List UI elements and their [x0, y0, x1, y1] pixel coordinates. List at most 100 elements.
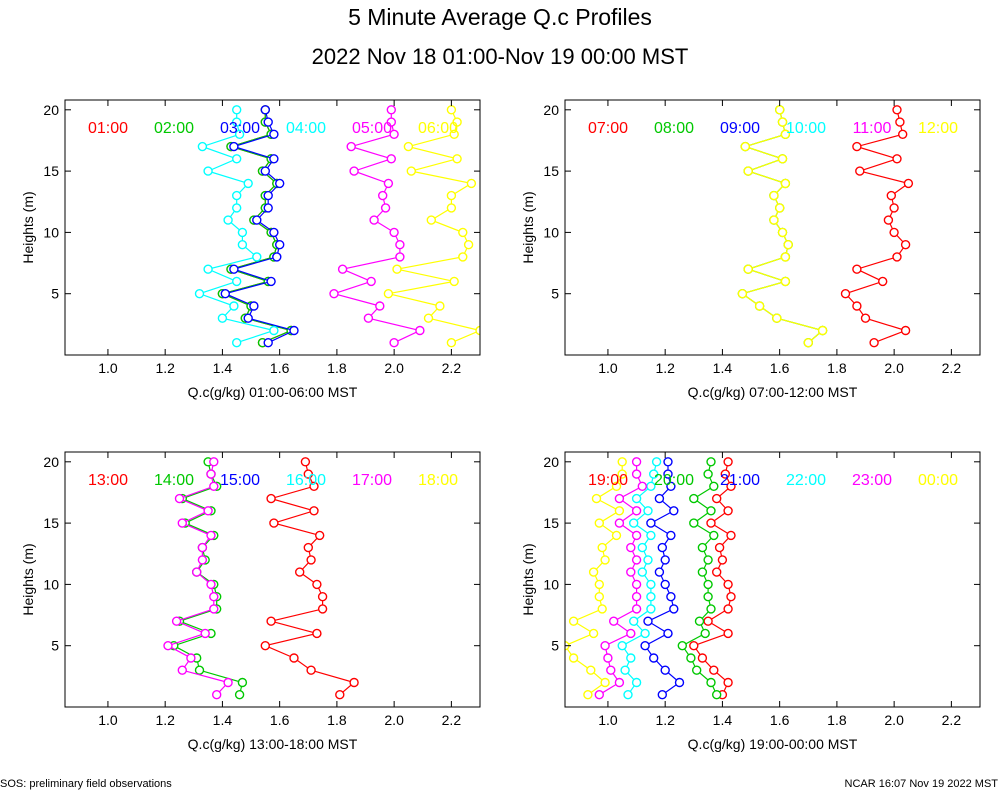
data-point	[777, 154, 788, 164]
legend-entry-1400: 14:00	[154, 472, 194, 489]
data-point	[209, 457, 219, 467]
legend-entry-0300: 03:00	[220, 120, 260, 137]
data-point	[706, 677, 716, 688]
data-point	[646, 592, 656, 602]
data-point	[723, 457, 733, 467]
data-point	[611, 530, 622, 541]
data-point	[303, 469, 313, 479]
data-point	[703, 555, 713, 565]
data-point	[269, 518, 279, 528]
data-point	[266, 276, 276, 287]
data-point	[631, 604, 642, 614]
y-tick-label: 10	[543, 576, 559, 592]
data-point	[646, 530, 656, 541]
data-point	[631, 555, 642, 565]
data-point	[295, 567, 305, 577]
data-point	[743, 264, 753, 274]
data-point	[395, 239, 405, 250]
data-point	[171, 616, 182, 626]
data-point	[783, 239, 793, 250]
y-tick-label: 15	[43, 163, 59, 179]
x-tick-label: 1.0	[98, 360, 118, 376]
data-point	[840, 289, 851, 299]
data-point	[252, 252, 262, 262]
data-point	[435, 301, 445, 311]
data-point	[406, 166, 416, 176]
legend-entry-1000: 10:00	[786, 120, 826, 137]
data-point	[206, 530, 216, 541]
legend-entry-2300: 23:00	[852, 472, 892, 489]
legend-entry-0900: 09:00	[720, 120, 760, 137]
data-point	[643, 555, 653, 565]
data-point	[886, 190, 896, 201]
data-point	[229, 264, 239, 274]
data-point	[446, 203, 457, 213]
data-point	[349, 677, 359, 688]
x-tick-label: 1.8	[827, 360, 847, 376]
legend-entry-2100: 21:00	[720, 472, 760, 489]
data-point	[206, 469, 216, 479]
x-tick-label: 1.0	[598, 712, 618, 728]
series-line-1200	[741, 109, 824, 344]
data-point	[855, 166, 865, 176]
data-point	[309, 481, 319, 491]
data-point	[674, 677, 685, 688]
data-point	[300, 457, 311, 467]
data-point	[194, 665, 205, 675]
data-point	[597, 604, 607, 614]
data-point	[249, 301, 259, 311]
data-point	[191, 567, 202, 577]
data-point	[614, 518, 625, 528]
data-point	[458, 252, 468, 262]
data-point	[631, 579, 642, 590]
data-point	[692, 665, 702, 675]
data-point	[706, 457, 716, 467]
data-point	[726, 592, 736, 602]
data-point	[211, 690, 222, 700]
data-point	[203, 506, 213, 516]
data-point	[723, 604, 733, 614]
data-point	[606, 665, 616, 675]
data-point	[703, 592, 713, 602]
data-point	[312, 628, 322, 639]
data-point	[723, 677, 733, 688]
data-point	[878, 276, 888, 287]
data-point	[200, 628, 210, 639]
data-point	[568, 616, 579, 626]
x-tick-label: 1.4	[713, 360, 733, 376]
panel-4: 1.0 1.2 1.4 1.6 1.8 2.0 2.2 5 10 15 20 Q.c(g/kg) 19…	[520, 451, 981, 752]
data-point	[892, 252, 902, 262]
x-tick-label: 2.0	[384, 360, 404, 376]
legend-entry-1200: 12:00	[918, 120, 958, 137]
y-tick-label: 20	[543, 102, 559, 118]
data-point	[234, 129, 245, 140]
data-point	[852, 141, 862, 152]
data-point	[392, 264, 402, 274]
data-point	[209, 592, 219, 602]
data-point	[631, 592, 642, 602]
x-tick-label: 1.4	[713, 712, 733, 728]
data-point	[666, 592, 676, 602]
data-point	[697, 653, 708, 663]
y-axis-label: Heights (m)	[520, 191, 536, 263]
data-point	[591, 493, 602, 504]
data-point	[315, 530, 325, 541]
data-point	[452, 117, 462, 127]
data-point	[237, 677, 248, 688]
series-line-0400	[197, 109, 277, 344]
data-point	[260, 105, 270, 115]
data-point	[303, 542, 313, 553]
data-point	[415, 325, 425, 336]
data-point	[272, 252, 282, 262]
x-tick-label: 2.0	[884, 712, 904, 728]
legend-entry-1600: 16:00	[286, 472, 326, 489]
data-point	[737, 289, 748, 299]
legend-entry-1900: 19:00	[588, 472, 628, 489]
x-tick-label: 1.4	[213, 712, 233, 728]
data-point	[900, 325, 911, 336]
data-point	[666, 481, 676, 491]
data-point	[383, 289, 394, 299]
data-point	[269, 129, 279, 140]
data-point	[600, 641, 610, 651]
data-point	[306, 665, 316, 675]
